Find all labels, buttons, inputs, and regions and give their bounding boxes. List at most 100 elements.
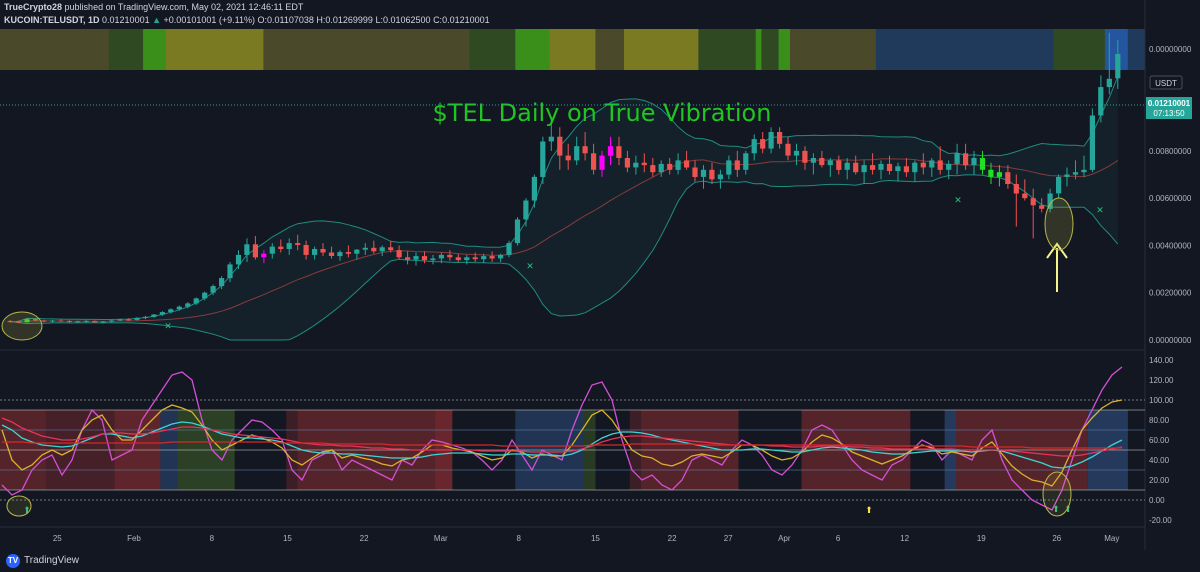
oscillator-series-line — [1, 421, 1123, 469]
candle-body — [963, 153, 969, 166]
candle-body — [117, 319, 123, 321]
oscillator-lines — [1, 366, 1123, 511]
price-tick-label: 0.00200000 — [1149, 289, 1192, 298]
tradingview-brand[interactable]: TradingView — [24, 555, 80, 566]
candle-body — [802, 150, 808, 163]
bollinger-lower — [10, 174, 1119, 341]
candle-body — [405, 257, 411, 260]
strip-segment — [755, 29, 762, 70]
up-arrow-marker-icon: ⬆ — [23, 505, 31, 515]
candle-body — [506, 243, 512, 255]
candle-body — [700, 169, 707, 177]
price-axis-labels: 0.010000000.008000000.006000000.00400000… — [1149, 100, 1192, 525]
time-tick-label: Apr — [778, 534, 791, 543]
candle-body — [1039, 205, 1045, 209]
time-tick-label: 8 — [210, 534, 215, 543]
candle-body — [396, 250, 402, 258]
candle-body — [1089, 115, 1095, 170]
candle-body — [548, 136, 554, 142]
symbol-label[interactable]: KUCOIN:TELUSDT, 1D — [4, 15, 100, 25]
candle-body — [295, 243, 301, 245]
oscillator-tick-label: 40.00 — [1149, 456, 1170, 465]
candle-body — [624, 158, 630, 168]
candle-body — [33, 319, 39, 321]
publisher-username[interactable]: TrueCrypto28 — [4, 2, 63, 12]
candle-body — [886, 163, 893, 171]
candle-body — [481, 256, 487, 260]
oscillator-tick-label: 60.00 — [1149, 436, 1170, 445]
vibration-strip — [0, 29, 1146, 70]
candle-body — [844, 162, 850, 170]
time-axis-labels: 25 Feb 8 15 22 Mar 8 15 22 27 Apr 6 12 19 26 May — [53, 534, 1120, 543]
time-tick-label: 15 — [283, 534, 292, 543]
candle-body — [438, 254, 444, 259]
tradingview-logo-icon[interactable]: TV — [6, 554, 20, 568]
candle-body — [836, 160, 842, 170]
time-tick-label: 25 — [53, 534, 62, 543]
candle-body — [252, 244, 258, 258]
candle-body — [641, 162, 647, 166]
candle-body — [853, 162, 859, 173]
low-label: L: — [375, 15, 383, 25]
candle-body — [312, 249, 318, 255]
time-tick-label: 12 — [900, 534, 909, 543]
chart-canvas[interactable]: ✕✕✕✕⬆⬆⬆⬆ 0.010000000.008000000.006000000… — [0, 0, 1200, 550]
candle-body — [870, 165, 876, 170]
candle-body — [709, 169, 715, 180]
candle-body — [937, 160, 943, 170]
candle-body — [261, 253, 267, 258]
candle-body — [1115, 54, 1121, 79]
cross-marker-icon: ✕ — [526, 261, 534, 271]
candle-body — [667, 163, 673, 170]
candle-body — [861, 165, 867, 173]
time-tick-label: 8 — [516, 534, 521, 543]
time-tick-label: 22 — [668, 534, 677, 543]
candle-body — [354, 249, 360, 254]
strip-segment — [469, 29, 516, 70]
candle-body — [819, 158, 825, 166]
candle-body — [514, 219, 521, 244]
candle-body — [100, 321, 106, 323]
strip-segment — [624, 29, 699, 70]
candle-body — [489, 256, 495, 259]
oscillator-series-line — [1, 417, 1123, 457]
candle-body — [582, 146, 588, 154]
candle-body — [929, 160, 935, 168]
candlestick-series[interactable] — [7, 32, 1121, 324]
candle-body — [41, 320, 47, 322]
candle-body — [345, 252, 351, 254]
candle-body — [760, 139, 766, 149]
candle-body — [565, 155, 571, 161]
last-price-tag-value: 0.01210001 — [1148, 99, 1191, 108]
candle-body — [650, 165, 656, 173]
candle-body — [920, 162, 926, 168]
time-tick-label: 6 — [836, 534, 841, 543]
oscillator-tick-label: 100.00 — [1149, 396, 1174, 405]
strip-segment — [1127, 29, 1146, 70]
candle-body — [684, 160, 690, 168]
bollinger-upper — [10, 76, 1119, 323]
candle-body — [996, 172, 1002, 177]
strip-segment — [549, 29, 596, 70]
currency-badge[interactable] — [1149, 75, 1183, 90]
candle-body — [1022, 193, 1028, 199]
candle-body — [168, 309, 174, 313]
candle-body — [793, 150, 800, 156]
strip-segment — [778, 29, 791, 70]
candle-body — [903, 166, 909, 173]
time-tick-label: 19 — [977, 534, 986, 543]
candle-body — [235, 254, 242, 265]
chart-header: TrueCrypto28 published on TradingView.co… — [0, 0, 1200, 28]
last-price: 0.01210001 — [102, 15, 150, 25]
ohlc-legend: KUCOIN:TELUSDT, 1D 0.01210001 ▲ +0.00101… — [4, 15, 490, 25]
candle-body — [878, 163, 884, 170]
strip-segment — [166, 29, 264, 70]
candle-body — [1072, 172, 1079, 175]
candle-body — [726, 160, 732, 175]
open-value: 0.01107038 — [266, 15, 314, 25]
candle-body — [16, 321, 22, 323]
publisher-line: TrueCrypto28 published on TradingView.co… — [4, 2, 303, 12]
candle-body — [159, 312, 165, 315]
candle-body — [1030, 198, 1036, 206]
footer: TV TradingView — [0, 550, 1200, 572]
